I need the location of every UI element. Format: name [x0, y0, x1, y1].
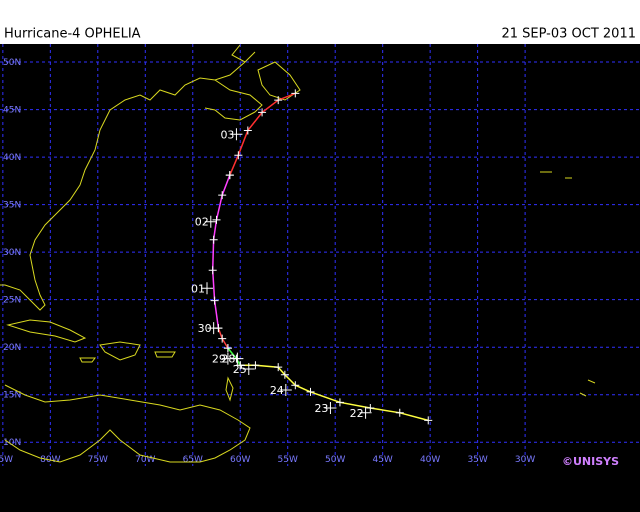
track-tick [234, 151, 243, 160]
track-tick [208, 266, 217, 275]
storm-name: Hurricane-4 OPHELIA [4, 27, 141, 42]
track-tick [251, 361, 260, 370]
track-tick [223, 344, 232, 353]
graticule: 85W80W75W70W65W60W55W50W45W40W35W30W50N4… [0, 44, 640, 466]
track-tick [280, 370, 289, 379]
longitude-label: 50W [325, 455, 345, 465]
longitude-label: 30W [515, 455, 535, 465]
coastlines [0, 44, 596, 463]
day-label: 24 [270, 384, 284, 397]
longitude-label: 75W [88, 455, 108, 465]
day-marker [231, 352, 244, 365]
day-marker [207, 322, 220, 335]
track-tick [243, 126, 252, 135]
credit: ©UNISYS [562, 455, 619, 468]
track-tick [225, 171, 234, 180]
date-range: 21 SEP-03 OCT 2011 [501, 27, 636, 42]
track-tick [258, 108, 267, 117]
track-tick [218, 334, 227, 343]
track-segment [240, 364, 429, 422]
longitude-label: 40W [420, 455, 440, 465]
track-tick [424, 416, 433, 425]
day-label: 03 [220, 128, 234, 141]
latitude-label: 25N [3, 296, 21, 306]
longitude-label: 85W [0, 455, 13, 465]
day-label: 01 [191, 282, 205, 295]
day-marker [201, 282, 214, 295]
day-label: 30 [198, 322, 212, 335]
longitude-label: 35W [467, 455, 487, 465]
track-tick [306, 387, 315, 396]
latitude-label: 30N [3, 248, 21, 258]
longitude-label: 70W [135, 455, 155, 465]
day-label: 29 [212, 353, 226, 366]
track-tick [236, 361, 245, 370]
day-label: 28 [221, 353, 235, 366]
track-segment [229, 92, 296, 176]
day-label: 23 [314, 402, 328, 415]
day-marker [242, 363, 255, 376]
footer-bar [0, 466, 640, 512]
longitude-label: 45W [372, 455, 392, 465]
track-tick [210, 296, 219, 305]
longitude-label: 55W [278, 455, 298, 465]
track-tick [366, 404, 375, 413]
track-tick [335, 398, 344, 407]
day-marker [279, 383, 292, 396]
track-tick [395, 408, 404, 417]
track-tick [212, 215, 221, 224]
track-tick [218, 191, 227, 200]
latitude-label: 50N [3, 58, 21, 68]
latitude-label: 45N [3, 106, 21, 116]
day-label: 22 [350, 407, 364, 420]
track-tick [209, 235, 218, 244]
longitude-label: 65W [183, 455, 203, 465]
latitude-label: 35N [3, 201, 21, 211]
day-label: 25 [233, 363, 247, 376]
header-bar [0, 0, 640, 44]
day-marker [324, 402, 337, 415]
track-tick [274, 96, 283, 105]
day-marker [230, 128, 243, 141]
latitude-label: 10N [3, 438, 21, 448]
longitude-label: 60W [230, 455, 250, 465]
latitude-label: 15N [3, 391, 21, 401]
latitude-label: 20N [3, 343, 21, 353]
latitude-label: 40N [3, 153, 21, 163]
day-marker [204, 215, 217, 228]
track-tick [274, 363, 283, 372]
day-label: 02 [195, 216, 209, 229]
track-tick [291, 381, 300, 390]
track-tick [291, 89, 300, 98]
day-marker [359, 406, 372, 419]
